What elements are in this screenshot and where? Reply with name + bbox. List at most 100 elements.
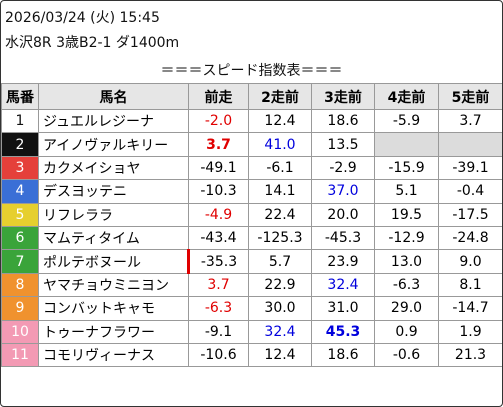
speed-index: 45.3 [311, 319, 375, 344]
horse-row: 6 マムティタイム -43.4 -125.3 -45.3 -12.9 -24.8 [1, 225, 502, 251]
speed-index: -24.8 [438, 225, 502, 251]
horse-name: アイノヴァルキリー [38, 132, 189, 157]
horse-row: 2 アイノヴァルキリー 3.7 41.0 13.5 [1, 132, 502, 157]
speed-index: 5.7 [248, 249, 312, 274]
speed-index: 31.0 [311, 296, 375, 321]
speed-index: 12.4 [248, 342, 312, 368]
horse-row: 5 リフレララ -4.9 22.4 20.0 19.5 -17.5 [1, 202, 502, 227]
horse-name: コンバットキャモ [38, 296, 189, 321]
horse-number: 9 [1, 296, 39, 321]
column-header: 3走前 [311, 83, 375, 110]
speed-index: -9.1 [188, 319, 249, 344]
column-header: 馬名 [38, 83, 189, 110]
horse-number: 2 [1, 132, 39, 157]
speed-index: -0.4 [438, 179, 502, 204]
horse-row: 8 ヤマチョウミニヨン 3.7 22.9 32.4 -6.3 8.1 [1, 272, 502, 298]
speed-index: 13.0 [374, 249, 439, 274]
header-row: 馬番 馬名 前走 2走前 3走前 4走前 5走前 [1, 83, 502, 110]
speed-index: 22.4 [248, 202, 312, 227]
speed-index: 18.6 [311, 108, 375, 134]
speed-index: -14.7 [438, 296, 502, 321]
column-header: 5走前 [438, 83, 502, 110]
speed-index: 14.1 [248, 179, 312, 204]
speed-index: -39.1 [438, 155, 502, 181]
speed-index: -5.9 [374, 108, 439, 134]
horse-row: 4 デスヨッテニ -10.3 14.1 37.0 5.1 -0.4 [1, 179, 502, 204]
horse-number: 8 [1, 272, 39, 298]
horse-name: カクメイショヤ [38, 155, 189, 181]
speed-index: 18.6 [311, 342, 375, 368]
speed-index: 41.0 [248, 132, 312, 157]
speed-index: -10.6 [188, 342, 249, 368]
speed-index: 37.0 [311, 179, 375, 204]
horse-name: マムティタイム [38, 225, 189, 251]
speed-index: -0.6 [374, 342, 439, 368]
empty-cell [438, 132, 502, 157]
speed-index: 1.9 [438, 319, 502, 344]
speed-index: 5.1 [374, 179, 439, 204]
speed-index: 3.7 [188, 272, 249, 298]
horse-name: ヤマチョウミニヨン [38, 272, 189, 298]
speed-index: -17.5 [438, 202, 502, 227]
speed-index: -6.1 [248, 155, 312, 181]
speed-index: -6.3 [188, 296, 249, 321]
horse-row: 1 ジュエルレジーナ -2.0 12.4 18.6 -5.9 3.7 [1, 108, 502, 134]
speed-index: 32.4 [311, 272, 375, 298]
speed-index: -4.9 [188, 202, 249, 227]
speed-index: -15.9 [374, 155, 439, 181]
horse-name: コモリヴィーナス [38, 342, 189, 368]
empty-cell [374, 132, 439, 157]
speed-index: -2.0 [188, 108, 249, 134]
horse-number: 11 [1, 342, 39, 368]
horse-name: リフレララ [38, 202, 189, 227]
speed-index: 12.4 [248, 108, 312, 134]
column-header: 前走 [188, 83, 249, 110]
speed-index: 23.9 [311, 249, 375, 274]
speed-index: 3.7 [438, 108, 502, 134]
speed-index: -6.3 [374, 272, 439, 298]
horse-name: ジュエルレジーナ [38, 108, 189, 134]
horse-name: トゥーナフラワー [38, 319, 189, 344]
date: 2026/03/24 (火) 15:45 [5, 10, 160, 26]
speed-index: 9.0 [438, 249, 502, 274]
column-header: 馬番 [1, 83, 39, 110]
speed-index: -12.9 [374, 225, 439, 251]
horse-number: 7 [1, 249, 39, 274]
title: ＝＝＝スピード指数表＝＝＝ [160, 63, 343, 79]
horse-number: 5 [1, 202, 39, 227]
speed-index: -125.3 [248, 225, 312, 251]
speed-index: 21.3 [438, 342, 502, 368]
column-header: 4走前 [374, 83, 439, 110]
speed-index: 8.1 [438, 272, 502, 298]
speed-index: -35.3 [187, 249, 249, 274]
speed-index: 29.0 [374, 296, 439, 321]
speed-index: 13.5 [311, 132, 375, 157]
column-header: 2走前 [248, 83, 312, 110]
speed-index: 20.0 [311, 202, 375, 227]
horse-row: 7 ポルテボヌール -35.3 5.7 23.9 13.0 9.0 [1, 249, 502, 274]
race-info: 水沢8R 3歳B2-1 ダ1400m [5, 35, 180, 51]
horse-number: 3 [1, 155, 39, 181]
horse-row: 11 コモリヴィーナス -10.6 12.4 18.6 -0.6 21.3 [1, 342, 502, 368]
horse-row: 10 トゥーナフラワー -9.1 32.4 45.3 0.9 1.9 [1, 319, 502, 344]
speed-index: 32.4 [248, 319, 312, 344]
horse-name: デスヨッテニ [38, 179, 189, 204]
horse-row: 3 カクメイショヤ -49.1 -6.1 -2.9 -15.9 -39.1 [1, 155, 502, 181]
horse-name: ポルテボヌール [38, 249, 189, 274]
speed-index: 3.7 [188, 132, 249, 157]
speed-index: -45.3 [311, 225, 375, 251]
speed-table: 馬番 馬名 前走 2走前 3走前 4走前 5走前 1 ジュエルレジーナ -2.0 12.4 18.6… [1, 83, 502, 368]
speed-index: -2.9 [311, 155, 375, 181]
horse-number: 6 [1, 225, 39, 251]
speed-index: 22.9 [248, 272, 312, 298]
speed-index: 30.0 [248, 296, 312, 321]
speed-index: -49.1 [188, 155, 249, 181]
horse-row: 9 コンバットキャモ -6.3 30.0 31.0 29.0 -14.7 [1, 296, 502, 321]
speed-index: 0.9 [374, 319, 439, 344]
speed-index: 19.5 [374, 202, 439, 227]
horse-number: 1 [1, 108, 39, 134]
horse-number: 10 [1, 319, 39, 344]
horse-number: 4 [1, 179, 39, 204]
speed-index: -10.3 [188, 179, 249, 204]
